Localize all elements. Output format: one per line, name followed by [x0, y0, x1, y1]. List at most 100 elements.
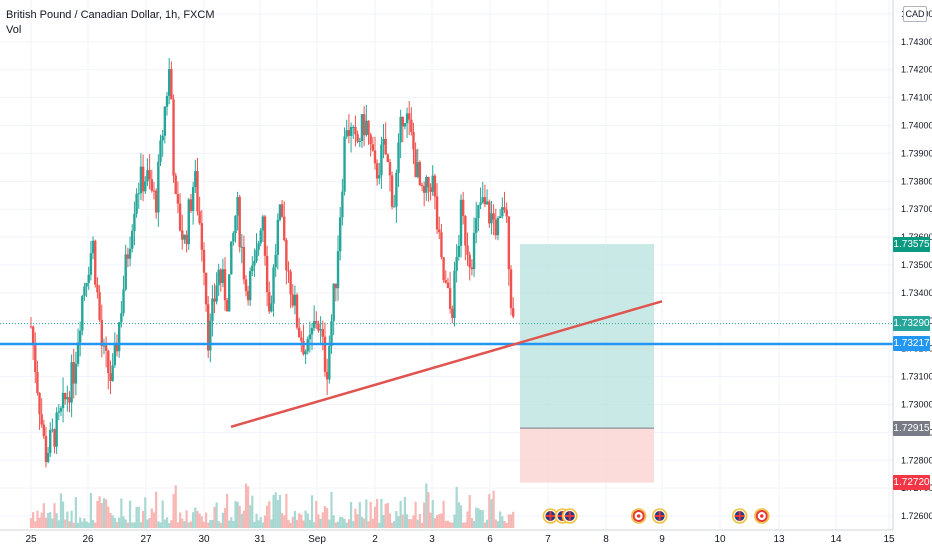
price-tick-label: 1.73800	[901, 176, 932, 186]
price-tick-label: 1.74200	[901, 65, 932, 75]
candle-body	[349, 127, 353, 136]
volume-bar	[328, 519, 331, 528]
candle-body	[244, 279, 248, 292]
candle-body	[144, 181, 147, 192]
candle-body	[100, 319, 103, 346]
candle-body	[386, 154, 390, 163]
candle-body	[405, 113, 409, 124]
candle-body	[416, 162, 419, 178]
candle-body	[362, 114, 366, 136]
volume-bar	[98, 496, 101, 528]
candle-body	[308, 334, 312, 340]
candle-body	[232, 233, 235, 242]
volume-bar	[354, 508, 357, 528]
candle-body	[304, 351, 307, 355]
candle-body	[330, 321, 333, 346]
volume-bar	[334, 522, 337, 528]
volume-bar	[280, 513, 284, 528]
candle-body	[157, 161, 160, 213]
candle-body	[181, 230, 184, 240]
volume-bar	[240, 513, 243, 528]
volume-bar	[236, 501, 239, 528]
candle-body	[170, 69, 173, 100]
time-tick-label: 2	[372, 534, 378, 545]
symbol-title[interactable]: British Pound / Canadian Dollar, 1h, FXC…	[6, 9, 215, 21]
candle-body	[371, 144, 375, 151]
candle-body	[178, 203, 182, 231]
candle-body	[148, 170, 151, 180]
volume-bar	[181, 518, 184, 528]
candle-body	[455, 256, 458, 271]
volume-bar	[410, 519, 413, 528]
volume-bar	[257, 520, 260, 528]
volume-bar	[330, 491, 333, 528]
candle-body	[481, 197, 484, 203]
candle-body	[420, 185, 424, 187]
candle-body	[365, 120, 368, 136]
volume-bar	[319, 518, 322, 528]
candle-body	[219, 269, 222, 283]
candle-body	[238, 196, 241, 248]
volume-bar	[457, 502, 460, 528]
volume-bar	[468, 495, 471, 528]
volume-bar	[317, 514, 320, 528]
candle-body	[442, 257, 445, 281]
volume-bar	[133, 522, 136, 528]
volume-bar	[135, 506, 138, 528]
candle-body	[312, 321, 316, 328]
currency-button[interactable]: CAD	[903, 6, 927, 22]
candle-body	[46, 452, 50, 462]
volume-bar	[304, 510, 307, 528]
volume-bar	[44, 517, 48, 528]
volume-bar	[230, 517, 233, 528]
candle-body	[211, 298, 214, 321]
volume-bars	[29, 483, 515, 528]
candle-body	[76, 342, 80, 364]
volume-bar	[310, 495, 314, 528]
volume-bar	[472, 520, 476, 528]
candle-body	[242, 246, 246, 280]
candle-body	[38, 392, 41, 415]
volume-bar	[349, 501, 353, 528]
volume-bar	[207, 522, 210, 528]
candle-body	[34, 345, 37, 373]
volume-bar	[382, 515, 385, 528]
candle-body	[509, 269, 513, 309]
candle-body	[83, 286, 86, 296]
time-tick-label: 10	[714, 534, 726, 545]
candle-body	[334, 283, 338, 289]
candle-body	[328, 345, 331, 380]
candle-body	[390, 175, 394, 207]
candle-body	[354, 126, 357, 135]
volume-bar	[347, 519, 350, 528]
volume-bar	[313, 522, 316, 528]
volume-bar	[306, 513, 309, 528]
volume-bar	[268, 501, 271, 528]
volume-bar	[440, 513, 443, 528]
volume-bar	[293, 510, 297, 528]
volume-bar	[388, 513, 392, 528]
candle-body	[104, 345, 108, 351]
volume-bar	[174, 485, 177, 528]
volume-bar	[449, 522, 452, 528]
candle-body	[341, 191, 344, 218]
volume-bar	[295, 519, 299, 528]
volume-bar	[109, 512, 112, 528]
candle-body	[283, 216, 286, 240]
candle-body	[263, 216, 267, 256]
price-tick-label: 1.72800	[901, 455, 932, 465]
volume-bar	[205, 512, 208, 528]
candle-body	[120, 313, 123, 323]
candle-body	[287, 270, 290, 272]
volume-bar	[81, 521, 84, 528]
candle-body	[464, 215, 467, 246]
candle-body	[494, 219, 497, 236]
candle-body	[261, 216, 265, 231]
volume-bar	[466, 511, 469, 528]
volume-bar	[61, 501, 65, 528]
volume-bar	[165, 517, 169, 528]
volume-indicator-label[interactable]: Vol	[6, 24, 22, 36]
candle-body	[223, 269, 227, 301]
candle-body	[126, 254, 130, 259]
